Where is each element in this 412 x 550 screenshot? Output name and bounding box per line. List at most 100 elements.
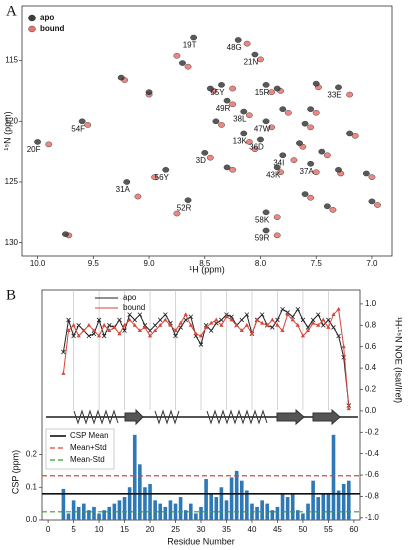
peak: [368, 174, 376, 180]
marker: [61, 349, 66, 355]
marker: [81, 328, 86, 333]
legend-swatch: [28, 25, 36, 33]
y-tick-label: 120: [5, 116, 19, 125]
bar: [209, 493, 213, 520]
legend-label: Mean-Std: [70, 455, 105, 464]
bar: [92, 506, 96, 520]
peak: [173, 210, 181, 217]
peak: [134, 193, 142, 200]
bar: [61, 488, 66, 520]
peak: [351, 133, 359, 139]
marker: [183, 312, 188, 317]
marker: [66, 328, 71, 333]
marker: [300, 317, 306, 323]
marker: [244, 322, 249, 327]
bar: [122, 497, 127, 520]
peak: [62, 231, 69, 237]
marker: [152, 323, 158, 328]
bar: [163, 506, 168, 520]
marker: [234, 322, 239, 327]
marker: [305, 328, 311, 333]
marker: [188, 322, 193, 327]
panel-label: B: [6, 287, 16, 303]
marker: [214, 317, 219, 322]
peak-label: 55Y: [210, 88, 225, 97]
peak: [312, 80, 320, 87]
panel-a-frame: [21, 5, 393, 257]
y-tick-label: 0.1: [26, 482, 38, 491]
bar: [87, 510, 91, 520]
peak: [312, 169, 320, 176]
marker: [326, 325, 331, 329]
legend-label: CSP Mean: [70, 431, 109, 440]
marker: [86, 322, 91, 327]
marker: [316, 322, 321, 327]
x-tick-label: 25: [171, 525, 180, 534]
marker: [270, 317, 275, 322]
marker: [300, 333, 306, 338]
y2-tick-label: -0.4: [365, 449, 379, 458]
marker: [127, 312, 132, 317]
marker: [341, 344, 346, 349]
peak-label: 56Y: [155, 173, 170, 182]
y2-axis-title: ¹H-¹⁵N NOE (Isat/Iref): [394, 317, 404, 403]
marker: [86, 333, 92, 339]
marker: [265, 322, 270, 327]
peak: [245, 139, 253, 145]
marker: [254, 317, 260, 322]
peak-label: 49R: [216, 104, 231, 113]
y2-tick-label: -0.2: [365, 427, 379, 436]
peak: [84, 122, 92, 128]
peak: [223, 97, 231, 104]
peak: [257, 136, 264, 143]
peak-label: 20F: [27, 145, 41, 154]
marker: [112, 325, 117, 329]
marker: [224, 314, 229, 319]
peak: [368, 198, 376, 205]
marker: [168, 322, 173, 327]
panel-label: A: [6, 3, 17, 19]
x-tick-label: 50: [298, 525, 307, 534]
strand: [312, 408, 341, 426]
peak: [329, 207, 337, 213]
peak: [117, 74, 125, 81]
marker: [331, 312, 336, 317]
peak: [218, 122, 225, 128]
peak: [273, 232, 281, 239]
marker: [280, 328, 285, 333]
bar: [127, 487, 132, 520]
strand: [276, 408, 305, 426]
y2-tick-label: -0.6: [365, 470, 379, 479]
y-tick-label: 130: [5, 238, 19, 247]
marker: [102, 322, 107, 327]
peak-label: 36D: [249, 143, 264, 152]
peak: [335, 84, 342, 91]
marker: [315, 312, 321, 317]
helix: [154, 409, 180, 425]
bar: [194, 513, 198, 520]
bar: [71, 500, 76, 520]
marker: [244, 312, 250, 317]
peak-label: 59R: [255, 234, 270, 243]
marker: [208, 328, 214, 333]
marker: [295, 306, 301, 312]
bar: [301, 513, 305, 520]
bar: [138, 464, 142, 520]
peak: [179, 60, 186, 66]
peak-label: 47W: [254, 124, 271, 133]
peak: [212, 118, 220, 125]
marker: [122, 328, 127, 333]
bar: [255, 506, 259, 520]
strand: [124, 408, 144, 426]
x-tick-label: 10: [95, 525, 104, 534]
peak: [206, 85, 214, 92]
peak-label: 52R: [177, 203, 192, 212]
peak: [229, 101, 237, 108]
marker: [203, 325, 209, 329]
legend-label: apo: [40, 13, 54, 22]
peak: [218, 82, 225, 88]
x-tick-label: 40: [248, 525, 257, 534]
peak: [362, 170, 370, 177]
bar: [270, 510, 275, 520]
marker: [331, 325, 336, 330]
